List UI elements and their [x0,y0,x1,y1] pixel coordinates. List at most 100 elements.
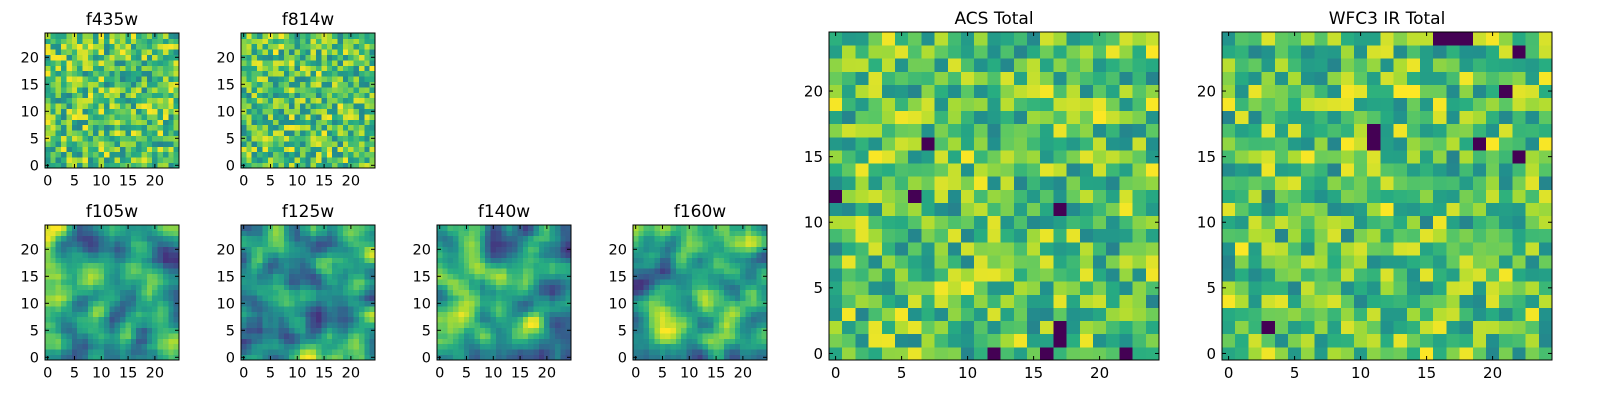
heatmap-cell [1406,333,1421,348]
heatmap-cell [702,273,709,280]
heatmap-cell [109,327,116,334]
heatmap-cell [278,284,285,291]
heatmap-cell [141,230,148,237]
heatmap-cell [273,151,279,158]
heatmap-cell [549,343,556,350]
heatmap-cell [544,284,550,291]
heatmap-cell [294,306,301,312]
heatmap-cell [855,228,869,243]
heatmap-cell [294,81,301,88]
heatmap-cell [77,284,83,291]
heatmap-cell [283,54,290,61]
heatmap-cell [458,225,465,231]
heatmap-cell [659,235,666,242]
heatmap-cell [71,108,78,115]
heatmap-cell [321,246,328,253]
heatmap-cell [533,257,540,264]
heatmap-cell [332,300,338,307]
heatmap-cell [136,114,142,120]
heatmap-cell [974,346,988,361]
heatmap-cell [326,146,333,153]
heatmap-cell [724,354,730,361]
heatmap-cell [442,333,449,339]
heatmap-cell [369,65,376,72]
heatmap-cell [87,141,94,147]
heatmap-cell [109,295,116,301]
heatmap-cell [114,322,121,328]
heatmap-cell [750,327,757,334]
heatmap-cell [750,295,757,301]
y-tick-label: 5 [226,132,235,148]
heatmap-cell [168,279,175,285]
heatmap-cell [745,289,752,296]
heatmap-cell [474,241,481,247]
heatmap-cell [353,241,360,247]
heatmap-cell [66,246,73,253]
heatmap-cell [974,228,988,243]
heatmap-cell [257,70,263,77]
heatmap-cell [251,225,258,231]
heatmap-cell [881,136,896,151]
heatmap-cell [321,151,328,158]
heatmap-cell [109,268,116,274]
heatmap-cell [485,289,491,296]
heatmap-cell [649,268,655,274]
heatmap-cell [348,114,354,120]
heatmap-cell [724,338,730,345]
heatmap-cell [278,130,285,136]
heatmap-cell [1433,176,1447,190]
heatmap-cell [522,338,529,345]
heatmap-cell [353,124,360,131]
heatmap-cell [1119,110,1133,125]
heatmap-cell [549,268,556,274]
heatmap-cell [168,306,175,312]
heatmap-cell [55,135,62,142]
heatmap-cell [109,87,116,93]
heatmap-cell [522,311,529,318]
heatmap-cell [1327,228,1342,243]
heatmap-cell [316,289,322,296]
heatmap-cell [718,311,725,318]
heatmap-cell [114,338,121,345]
heatmap-cell [130,114,137,120]
heatmap-cell [141,268,148,274]
heatmap-cell [734,343,741,350]
heatmap-cell [855,333,869,348]
heatmap-cell [501,300,508,307]
heatmap-cell [708,225,714,231]
heatmap-cell [50,289,57,296]
heatmap-cell [544,306,550,312]
heatmap-cell [697,306,704,312]
heatmap-cell [66,273,73,280]
heatmap-cell [267,43,274,50]
heatmap-cell [136,49,142,55]
heatmap-cell [686,262,693,269]
heatmap-cell [299,65,306,72]
heatmap-cell [549,257,556,264]
heatmap-cell [855,45,869,59]
heatmap-cell [908,281,922,295]
heatmap-cell [157,268,164,274]
heatmap-cell [61,124,67,131]
heatmap-cell [1027,176,1041,190]
heatmap-cell [1106,84,1120,98]
heatmap-cell [66,54,73,61]
heatmap-cell [1406,189,1421,203]
heatmap-cell [146,327,153,334]
heatmap-cell [544,300,550,307]
heatmap-cell [353,157,360,163]
heatmap-cell [829,255,843,269]
heatmap-cell [961,241,975,256]
heatmap-cell [294,273,301,280]
heatmap-cell [729,322,736,328]
heatmap-cell [71,246,78,253]
heatmap-cell [1235,281,1249,295]
heatmap-cell [1000,268,1015,282]
heatmap-cell [71,114,78,120]
heatmap-cell [643,343,650,350]
heatmap-cell [908,202,922,217]
heatmap-cell [103,300,110,307]
heatmap-cell [868,123,883,138]
heatmap-cell [934,163,949,177]
heatmap-cell [283,246,290,253]
